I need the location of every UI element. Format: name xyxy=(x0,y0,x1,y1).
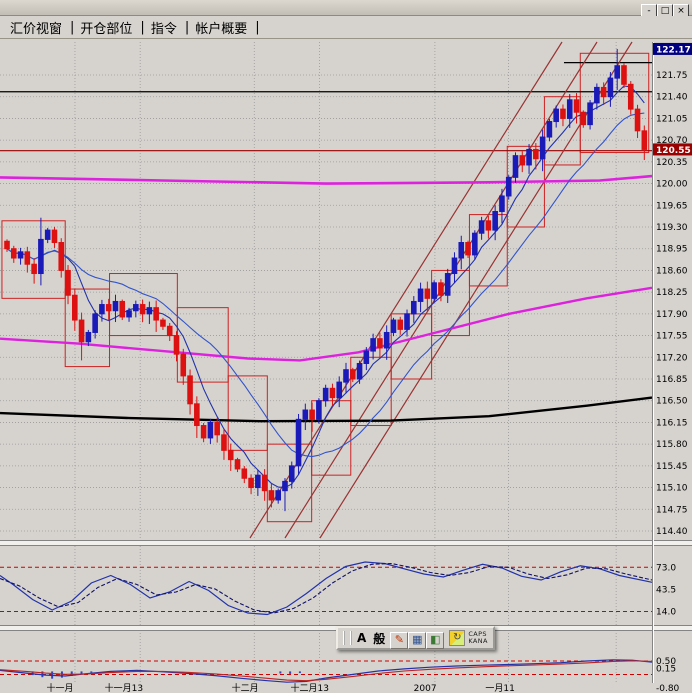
svg-text:0.15: 0.15 xyxy=(656,664,676,674)
menu-item-3[interactable]: 帐户概要 xyxy=(195,21,248,37)
date-axis: 十一月 十一月13 十二月 十二月13 2007 一月11 xyxy=(46,682,514,693)
ime-pen-icon[interactable]: ✎ xyxy=(390,631,409,649)
svg-text:115.45: 115.45 xyxy=(656,462,688,472)
menu-separator: | xyxy=(184,19,190,35)
svg-text:120.35: 120.35 xyxy=(656,158,688,168)
ime-toolbar[interactable]: A 般 ✎ ▦ ◧ ↻ CAPS KANA xyxy=(336,626,495,650)
svg-text:120.55: 120.55 xyxy=(656,146,691,156)
svg-text:118.25: 118.25 xyxy=(656,288,688,298)
ime-caps-label: CAPS xyxy=(468,629,487,638)
ime-pad-icon[interactable]: ▦ xyxy=(408,631,427,649)
svg-text:120.70: 120.70 xyxy=(656,136,688,146)
svg-text:73.0: 73.0 xyxy=(656,563,676,573)
macd-panel: 0.500.15 -0.80 xyxy=(0,657,680,693)
svg-text:114.40: 114.40 xyxy=(656,527,688,537)
svg-text:121.40: 121.40 xyxy=(656,93,688,103)
svg-text:116.50: 116.50 xyxy=(656,397,688,407)
svg-text:十二月13: 十二月13 xyxy=(290,682,328,693)
ime-input-mode-button[interactable]: A xyxy=(357,631,367,645)
svg-text:118.95: 118.95 xyxy=(656,245,688,255)
svg-text:117.90: 117.90 xyxy=(656,310,688,320)
svg-text:115.10: 115.10 xyxy=(656,484,688,494)
svg-text:十一月: 十一月 xyxy=(46,682,73,693)
svg-text:十一月13: 十一月13 xyxy=(105,682,143,693)
svg-text:116.85: 116.85 xyxy=(656,375,688,385)
svg-text:-0.80: -0.80 xyxy=(656,684,680,693)
menu-separator: | xyxy=(255,19,260,35)
svg-text:119.65: 119.65 xyxy=(656,201,688,211)
svg-text:114.75: 114.75 xyxy=(656,505,688,515)
svg-text:118.60: 118.60 xyxy=(656,266,688,276)
panel-separators xyxy=(0,540,692,631)
horizontal-levels xyxy=(0,61,652,152)
svg-text:121.05: 121.05 xyxy=(656,114,688,124)
menu-item-0[interactable]: 汇价视窗 xyxy=(10,21,63,37)
candlesticks xyxy=(4,48,648,512)
menu-item-1[interactable]: 开仓部位 xyxy=(80,21,133,37)
svg-text:117.55: 117.55 xyxy=(656,332,688,342)
ime-status-icon: ↻ xyxy=(449,630,466,646)
ime-caps-kana-block[interactable]: ↻ CAPS KANA xyxy=(449,630,488,646)
svg-text:2007: 2007 xyxy=(414,684,437,693)
stochastic-panel: 73.0 43.5 14.0 xyxy=(0,561,676,618)
menu-separator: | xyxy=(70,19,75,35)
ime-button-group: ✎ ▦ ◧ xyxy=(390,628,445,649)
svg-text:十二月: 十二月 xyxy=(232,682,259,693)
svg-text:43.5: 43.5 xyxy=(656,585,676,595)
window-controls: - □ × xyxy=(641,0,689,18)
ime-tools-icon[interactable]: ◧ xyxy=(426,631,445,649)
svg-text:0.50: 0.50 xyxy=(656,657,676,667)
svg-text:120.00: 120.00 xyxy=(656,180,688,190)
svg-text:115.80: 115.80 xyxy=(656,440,688,450)
svg-text:122.17: 122.17 xyxy=(656,45,691,55)
window-titlebar: - □ × xyxy=(0,0,692,18)
ime-conversion-mode-button[interactable]: 般 xyxy=(373,631,386,646)
menu-item-2[interactable]: 指令 xyxy=(150,21,177,37)
ime-grip-handle[interactable] xyxy=(343,631,352,645)
moving-averages xyxy=(0,85,653,489)
svg-text:14.0: 14.0 xyxy=(656,608,676,618)
ime-kana-label: KANA xyxy=(468,637,488,645)
svg-text:一月11: 一月11 xyxy=(485,683,514,693)
svg-text:119.30: 119.30 xyxy=(656,223,688,233)
menu-bar: 汇价视窗 | 开仓部位 | 指令 | 帐户概要 | xyxy=(0,16,692,39)
svg-text:121.75: 121.75 xyxy=(656,71,688,81)
svg-text:116.15: 116.15 xyxy=(656,418,688,428)
price-axis: 121.75 121.40 121.05 120.70 120.35 120.00 119.… xyxy=(652,42,692,683)
ime-caps-kana-label: CAPS KANA xyxy=(468,629,488,646)
svg-text:117.20: 117.20 xyxy=(656,353,688,363)
menu-separator: | xyxy=(140,19,145,35)
grid-lines xyxy=(0,42,652,683)
